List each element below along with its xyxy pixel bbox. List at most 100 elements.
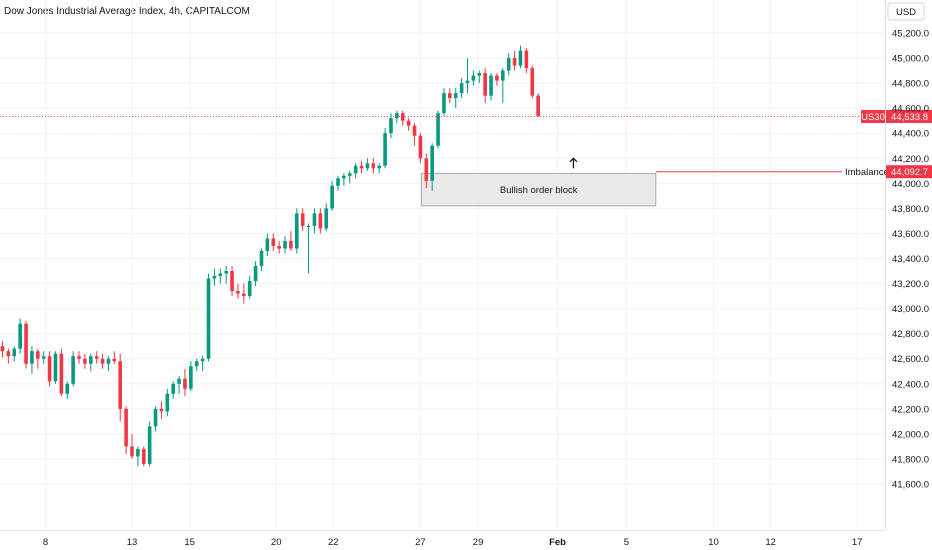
candle-body xyxy=(247,281,252,297)
candle-body xyxy=(395,113,399,119)
up-arrow-head xyxy=(569,157,578,163)
candle xyxy=(136,446,140,467)
candle xyxy=(330,180,334,211)
candle-body xyxy=(147,426,152,464)
candle-body xyxy=(442,93,446,114)
candle xyxy=(30,346,34,374)
candle xyxy=(412,123,417,146)
y-tick-label: 44,400.0 xyxy=(892,129,929,140)
y-tick-label: 44,800.0 xyxy=(892,79,929,90)
candle-body xyxy=(12,348,17,357)
candle xyxy=(271,233,276,251)
candle xyxy=(53,351,58,384)
last-price-label: 44,533.8 xyxy=(891,112,928,123)
candle-body xyxy=(171,383,175,394)
annotations: US30 44,533.8 Imbalance 44,092.7 xyxy=(0,109,932,179)
candle xyxy=(506,53,511,76)
candle-body xyxy=(159,408,164,412)
candle-body xyxy=(300,213,305,226)
candle-body xyxy=(483,73,487,96)
candle-body xyxy=(88,356,93,364)
candle xyxy=(371,158,376,174)
candle-body xyxy=(136,448,140,457)
y-tick-label: 43,400.0 xyxy=(892,254,929,265)
candle xyxy=(389,113,393,139)
y-tick-label: 43,600.0 xyxy=(892,229,929,240)
candle-body xyxy=(41,356,46,359)
candle xyxy=(24,321,28,369)
currency-label: USD xyxy=(896,7,916,18)
y-tick-label: 44,600.0 xyxy=(892,104,929,115)
candle xyxy=(189,361,193,392)
x-tick-label: 15 xyxy=(184,537,195,548)
candle xyxy=(0,341,5,358)
candle-body xyxy=(265,238,270,251)
candle-body xyxy=(412,125,417,136)
y-tick-label: 42,000.0 xyxy=(892,429,929,440)
chart-title: Dow Jones Industrial Average Index, 4h, … xyxy=(4,6,250,17)
candle xyxy=(71,351,75,387)
imbalance-price-label: 44,092.7 xyxy=(891,167,928,178)
candle-body xyxy=(353,165,358,174)
candle xyxy=(453,88,458,109)
x-tick-label: 13 xyxy=(127,537,138,548)
imbalance-label: Imbalance xyxy=(845,167,889,178)
up-arrow-icon xyxy=(569,157,578,169)
x-tick-label: 20 xyxy=(271,537,282,548)
candle xyxy=(165,388,170,417)
candle xyxy=(424,153,429,189)
symbol-label: US30 xyxy=(861,112,885,123)
candle-body xyxy=(400,113,405,121)
candle xyxy=(530,65,535,99)
candle-body xyxy=(389,118,393,134)
candle xyxy=(312,208,317,234)
candle-body xyxy=(94,356,99,359)
candle-body xyxy=(53,353,58,382)
candle-body xyxy=(177,378,181,384)
candle-body xyxy=(242,293,246,297)
candle-body xyxy=(347,173,352,176)
candle xyxy=(88,353,93,372)
candle-body xyxy=(18,323,22,349)
candle xyxy=(118,353,123,422)
candle xyxy=(130,433,134,459)
candle xyxy=(18,318,22,354)
candle xyxy=(306,223,311,274)
candle-body xyxy=(512,58,517,66)
x-tick-label: 12 xyxy=(765,537,776,548)
candle xyxy=(489,73,493,101)
candles xyxy=(0,45,540,467)
x-tick-label: 10 xyxy=(708,537,719,548)
candle xyxy=(283,235,287,254)
y-tick-label: 42,800.0 xyxy=(892,329,929,340)
last-price-badge xyxy=(886,109,932,123)
candle xyxy=(153,406,158,432)
candle-body xyxy=(189,366,193,389)
y-tick-label: 41,600.0 xyxy=(892,480,929,491)
candle xyxy=(124,406,128,454)
y-tick-label: 44,200.0 xyxy=(892,154,929,165)
candle xyxy=(442,88,446,116)
candle xyxy=(12,346,17,362)
candle-body xyxy=(6,351,11,357)
candle-body xyxy=(306,225,311,227)
candle-body xyxy=(289,240,293,249)
candle xyxy=(236,283,240,299)
candle xyxy=(295,208,299,254)
candle-body xyxy=(30,351,34,364)
candle xyxy=(336,175,340,191)
candle xyxy=(206,273,211,362)
currency-button[interactable] xyxy=(887,2,925,21)
candle xyxy=(501,68,505,104)
candle-body xyxy=(365,163,370,169)
candle xyxy=(289,230,293,251)
candle xyxy=(41,351,46,364)
candle xyxy=(106,356,111,372)
candle-body xyxy=(83,358,87,364)
candle xyxy=(147,421,152,467)
candle-body xyxy=(59,353,64,394)
candle xyxy=(277,240,281,254)
candle-body xyxy=(459,83,464,94)
candle-body xyxy=(71,356,75,384)
